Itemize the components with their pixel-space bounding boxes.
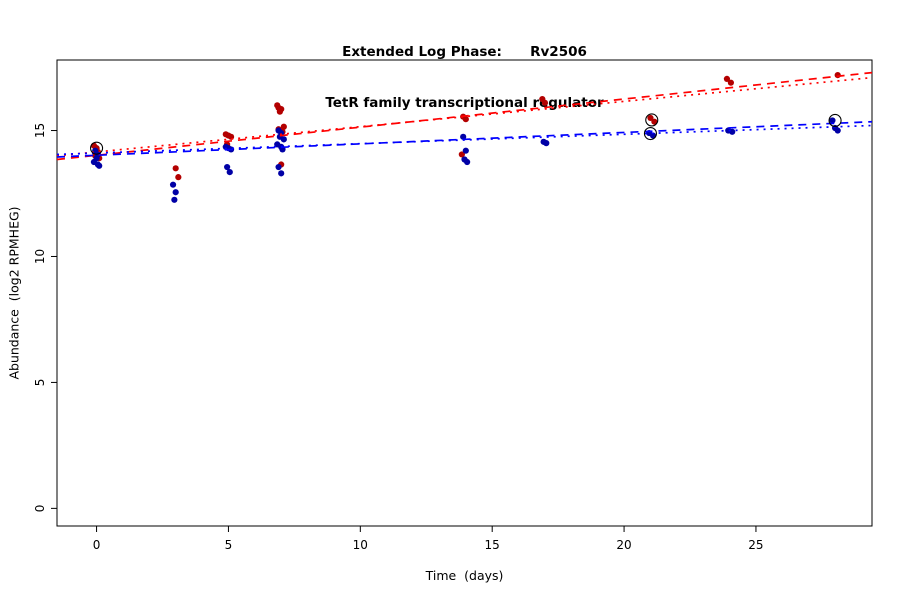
x-tick-label: 25 <box>748 538 763 552</box>
data-point-condition-blue <box>224 163 231 171</box>
data-point-condition-red <box>458 151 465 158</box>
data-point-condition-blue <box>171 196 178 203</box>
data-point-condition-blue <box>280 136 287 143</box>
data-point-condition-red <box>276 108 283 115</box>
data-point-condition-blue <box>460 133 467 140</box>
data-point-condition-red <box>172 165 179 172</box>
x-tick-label: 0 <box>93 538 101 552</box>
data-point-condition-blue <box>275 163 282 171</box>
data-point-condition-blue <box>543 140 550 147</box>
data-point-condition-red <box>647 114 654 122</box>
x-tick-label: 20 <box>616 538 631 552</box>
x-tick-label: 15 <box>485 538 500 552</box>
data-point-condition-blue <box>464 158 471 166</box>
data-point-condition-blue <box>834 127 841 134</box>
data-point-condition-red <box>280 123 287 130</box>
data-point-condition-red <box>651 118 658 125</box>
y-tick-label: 0 <box>33 505 47 513</box>
data-point-condition-red <box>462 116 469 123</box>
x-axis-label: Time (days) <box>425 568 504 583</box>
data-point-condition-red <box>541 99 549 106</box>
y-tick-label: 10 <box>33 249 47 264</box>
plot-box <box>56 59 873 527</box>
data-point-condition-red <box>727 79 734 86</box>
x-tick-label: 10 <box>353 538 368 552</box>
highlight-ring <box>645 113 659 127</box>
data-point-condition-blue <box>278 170 285 177</box>
chart-title: Extended Log Phase: Rv2506 <box>342 44 587 60</box>
y-tick-label: 5 <box>33 379 47 387</box>
data-point-condition-blue <box>96 162 103 169</box>
data-point-condition-red <box>175 174 182 181</box>
x-tick-label: 5 <box>225 538 233 552</box>
highlight-ring <box>90 141 104 155</box>
data-point-condition-red <box>227 133 235 140</box>
highlight-ring <box>828 113 842 128</box>
data-point-condition-blue <box>169 181 177 188</box>
data-point-condition-red <box>723 75 731 82</box>
data-point-condition-blue <box>462 147 469 154</box>
data-point-condition-blue <box>729 128 736 135</box>
trend-line-red-fit-dashed <box>56 71 873 161</box>
data-point-condition-red <box>834 72 841 79</box>
highlight-ring <box>643 127 657 141</box>
data-point-condition-blue <box>226 168 233 176</box>
y-tick-label: 15 <box>33 123 47 138</box>
data-point-condition-blue <box>829 117 836 124</box>
data-point-condition-blue <box>172 189 179 196</box>
trend-line-blue-fit-dotted <box>56 124 873 156</box>
y-axis-label: Abundance (log2 RPMHEG) <box>6 206 22 380</box>
